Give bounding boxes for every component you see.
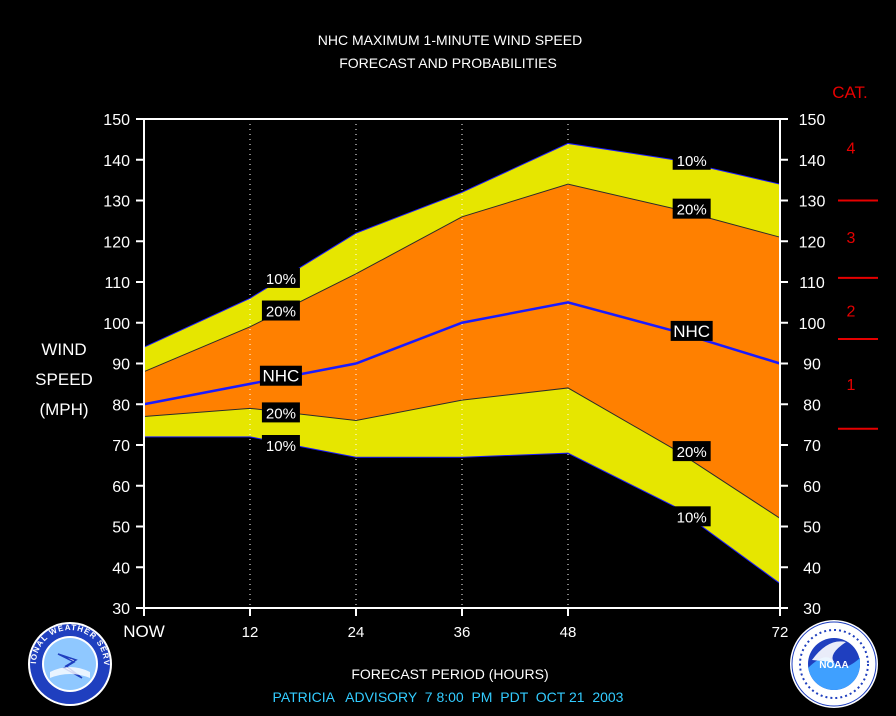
category-label-1: 1: [847, 377, 856, 394]
category-scale: 4 3 2 1: [838, 141, 878, 430]
y-tick-left-label: 90: [112, 357, 130, 374]
y-tick-right-label: 110: [799, 275, 825, 292]
x-tick-label: 48: [560, 624, 577, 641]
chart-subtitle: FORECAST AND PROBABILITIES: [339, 55, 557, 71]
series-label-bg: [670, 320, 713, 341]
chart-title: NHC MAXIMUM 1-MINUTE WIND SPEED: [318, 32, 582, 48]
y-axis-title-line-2: SPEED: [35, 370, 93, 389]
y-tick-right-label: 40: [803, 560, 821, 577]
series-label-bg: [261, 402, 300, 423]
series-label-text: 10%: [677, 509, 707, 526]
y-tick-left-label: 50: [112, 520, 130, 537]
y-tick-left-label: 140: [103, 153, 130, 170]
series-label-bg: [672, 506, 711, 527]
series-label-bg: [261, 267, 300, 288]
series-line-lower-10: [144, 436, 781, 584]
series-label-bg: [259, 365, 302, 386]
series-label-1: 20%: [261, 300, 300, 321]
series-label-text: NHC: [673, 322, 710, 341]
category-label-3: 3: [847, 230, 856, 247]
y-tick-left-label: 130: [103, 194, 130, 211]
y-tick-right-label: 100: [799, 316, 826, 333]
series-label-text: 20%: [266, 304, 296, 321]
x-axis: NOW 12 24 36 48 72: [123, 608, 788, 641]
category-label-4: 4: [847, 141, 856, 158]
y-tick-left-label: 30: [112, 601, 130, 618]
x-tick-label: 12: [242, 624, 259, 641]
y-tick-right-label: 30: [803, 601, 821, 618]
x-tick-label: 24: [348, 624, 365, 641]
series-label-text: 10%: [266, 271, 296, 288]
category-label-2: 2: [847, 304, 856, 321]
series-label-text: NHC: [262, 367, 299, 386]
y-tick-right-label: 90: [803, 357, 821, 374]
y-tick-right-label: 130: [799, 194, 826, 211]
y-tick-right-label: 150: [799, 112, 826, 129]
series-label-bg: [261, 435, 300, 455]
y-tick-left-label: 70: [112, 438, 130, 455]
y-tick-right-label: 140: [799, 153, 826, 170]
series-labels: 10% 20% NHC 20% 10% 10% 20% NHC 20% 10%: [259, 149, 713, 527]
x-tick-label: 72: [772, 624, 789, 641]
x-tick-label: NOW: [123, 622, 165, 641]
y-tick-left-label: 40: [112, 560, 130, 577]
y-tick-right-label: 70: [803, 438, 821, 455]
series-label-3: 20%: [261, 402, 300, 423]
y-tick-left-label: 150: [103, 112, 130, 129]
series-label-8: 20%: [672, 441, 711, 462]
y-axis-title-line-1: WIND: [41, 340, 86, 359]
inner-probability-band: [144, 184, 780, 519]
series-label-bg: [261, 300, 300, 321]
series-label-2: NHC: [259, 365, 302, 386]
x-axis-title: FORECAST PERIOD (HOURS): [351, 666, 548, 682]
series-label-text: 10%: [266, 438, 296, 455]
y-axis-right: 30 40 50 60 70 80 90 100 110 120 130 140 150: [780, 112, 825, 618]
series-label-9: 10%: [672, 506, 711, 527]
series-label-5: 10%: [672, 149, 711, 170]
y-tick-left-label: 100: [103, 316, 130, 333]
series-label-text: 20%: [677, 444, 707, 461]
series-label-bg: [672, 149, 711, 170]
series-label-bg: [672, 441, 711, 462]
y-tick-left-label: 60: [112, 479, 130, 496]
y-tick-right-label: 60: [803, 479, 821, 496]
series-label-text: 20%: [266, 405, 296, 422]
y-tick-right-label: 50: [803, 520, 821, 537]
x-tick-label: 36: [454, 624, 471, 641]
series-label-bg: [672, 198, 711, 219]
series-label-6: 20%: [672, 198, 711, 219]
y-axis-left: 30 40 50 60 70 80 90 100 110 120 130 140 150: [103, 112, 144, 618]
y-tick-right-label: 120: [799, 234, 826, 251]
y-tick-left-label: 80: [112, 397, 130, 414]
series-label-4: 10%: [261, 435, 300, 455]
series-label-0: 10%: [261, 267, 300, 288]
y-tick-right-label: 80: [803, 397, 821, 414]
probability-bands: [144, 143, 780, 584]
noaa-logo: NOAA: [790, 620, 878, 708]
y-tick-left-label: 120: [103, 234, 130, 251]
nws-logo: NATIONAL WEATHER SERVICE: [28, 622, 112, 706]
noaa-logo-text: NOAA: [819, 660, 848, 671]
y-axis-title-line-3: (MPH): [39, 400, 88, 419]
series-label-7: NHC: [670, 320, 713, 341]
series-label-text: 20%: [677, 202, 707, 219]
series-label-text: 10%: [677, 153, 707, 170]
advisory-footer: PATRICIA ADVISORY 7 8:00 PM PDT OCT 21 2…: [273, 689, 624, 705]
category-title: CAT.: [832, 83, 868, 102]
y-tick-left-label: 110: [104, 275, 130, 292]
y-axis-title: WIND SPEED (MPH): [35, 340, 93, 419]
